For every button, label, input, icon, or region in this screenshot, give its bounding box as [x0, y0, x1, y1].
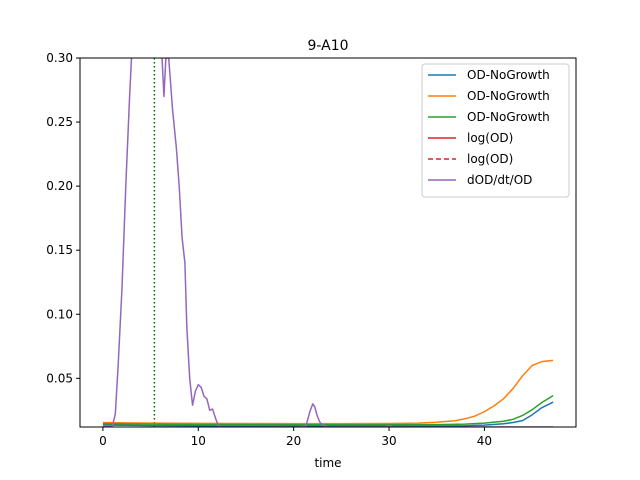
x-tick-label: 40 — [477, 434, 492, 448]
x-tick-label: 0 — [99, 434, 107, 448]
y-tick-label: 0.10 — [46, 307, 73, 321]
legend-entry-3: log(OD) — [467, 131, 513, 145]
x-tick-label: 30 — [381, 434, 396, 448]
legend-entry-1: OD-NoGrowth — [467, 89, 550, 103]
plot-frame — [79, 57, 577, 428]
series-line-1 — [102, 359, 554, 425]
x-axis: 0 10 20 30 40 — [99, 427, 492, 448]
plot-area — [102, 58, 554, 427]
series-line-2 — [102, 394, 554, 426]
legend-entry-2: OD-NoGrowth — [467, 110, 550, 124]
series-line-0 — [102, 401, 554, 427]
legend-entry-5: dOD/dt/OD — [467, 173, 532, 187]
legend-entry-4: log(OD) — [467, 152, 513, 166]
series-line-5 — [102, 58, 554, 427]
legend: OD-NoGrowth OD-NoGrowth OD-NoGrowth log(OD)… — [421, 63, 570, 198]
y-tick-label: 0.20 — [46, 179, 73, 193]
x-axis-label: time — [314, 456, 341, 470]
y-tick-label: 0.30 — [46, 51, 73, 65]
legend-box — [421, 63, 570, 198]
legend-entry-0: OD-NoGrowth — [467, 68, 550, 82]
chart-title: 9-A10 — [307, 38, 348, 54]
x-tick-label: 10 — [191, 434, 206, 448]
y-tick-label: 0.25 — [46, 115, 73, 129]
y-tick-label: 0.05 — [46, 371, 73, 385]
x-tick-label: 20 — [286, 434, 301, 448]
y-tick-label: 0.15 — [46, 243, 73, 257]
y-axis: 0.05 0.10 0.15 0.20 0.25 0.30 — [46, 51, 80, 385]
